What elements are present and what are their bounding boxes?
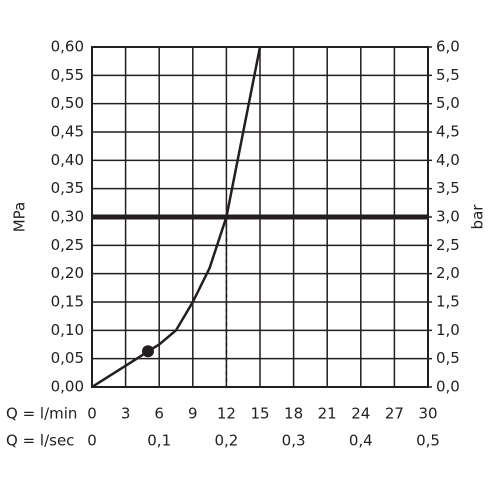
x-tick-label: 3 xyxy=(121,405,131,423)
y-tick-label: 0,10 xyxy=(51,321,84,339)
x2-tick-label: 0 xyxy=(87,432,97,450)
y-tick-label: 0,35 xyxy=(51,179,84,197)
x2-tick-label: 0,2 xyxy=(214,432,238,450)
x-tick-label: 21 xyxy=(318,405,337,423)
y2-tick-label: 1,5 xyxy=(436,293,460,311)
y2-tick-label: 5,0 xyxy=(436,94,460,112)
x-tick-label: 12 xyxy=(217,405,236,423)
x-tick-label: 30 xyxy=(418,405,437,423)
x-tick-label: 18 xyxy=(284,405,303,423)
y2-tick-label: 2,5 xyxy=(436,236,460,254)
y-tick-label: 0,60 xyxy=(51,38,84,56)
x-tick-label: 27 xyxy=(385,405,404,423)
x2-tick-label: 0,1 xyxy=(147,432,171,450)
x-tick-label: 24 xyxy=(351,405,370,423)
x-tick-label: 9 xyxy=(188,405,198,423)
x-tick-label: 6 xyxy=(154,405,164,423)
x-tick-label: 0 xyxy=(87,405,97,423)
y-tick-label: 0,15 xyxy=(51,293,84,311)
x2-tick-label: 0,5 xyxy=(416,432,440,450)
y2-tick-label: 3,0 xyxy=(436,208,460,226)
y2-tick-label: 2,0 xyxy=(436,264,460,282)
x2-tick-label: 0,3 xyxy=(282,432,306,450)
x2-axis-label: Q = l/sec xyxy=(6,432,74,450)
y-tick-label: 0,50 xyxy=(51,94,84,112)
y-tick-label: 0,00 xyxy=(51,378,84,396)
y-tick-label: 0,40 xyxy=(51,151,84,169)
y2-tick-label: 4,5 xyxy=(436,123,460,141)
y2-tick-label: 5,5 xyxy=(436,66,460,84)
x-tick-label: 15 xyxy=(250,405,269,423)
y2-tick-label: 1,0 xyxy=(436,321,460,339)
y2-tick-label: 0,5 xyxy=(436,349,460,367)
y-tick-label: 0,45 xyxy=(51,123,84,141)
y-tick-label: 0,20 xyxy=(51,264,84,282)
y2-tick-label: 0,0 xyxy=(436,378,460,396)
y-tick-label: 0,25 xyxy=(51,236,84,254)
y2-axis-label: bar xyxy=(469,204,487,230)
marker-point xyxy=(142,345,154,358)
curve xyxy=(91,46,262,389)
y2-tick-label: 3,5 xyxy=(436,179,460,197)
y-axis-label: MPa xyxy=(11,202,29,233)
y-tick-label: 0,30 xyxy=(51,208,84,226)
y2-tick-label: 4,0 xyxy=(436,151,460,169)
y2-tick-label: 6,0 xyxy=(436,38,460,56)
y-tick-label: 0,55 xyxy=(51,66,84,84)
x-axis-label: Q = l/min xyxy=(6,405,77,423)
x2-tick-label: 0,4 xyxy=(349,432,373,450)
y-tick-label: 0,05 xyxy=(51,349,84,367)
